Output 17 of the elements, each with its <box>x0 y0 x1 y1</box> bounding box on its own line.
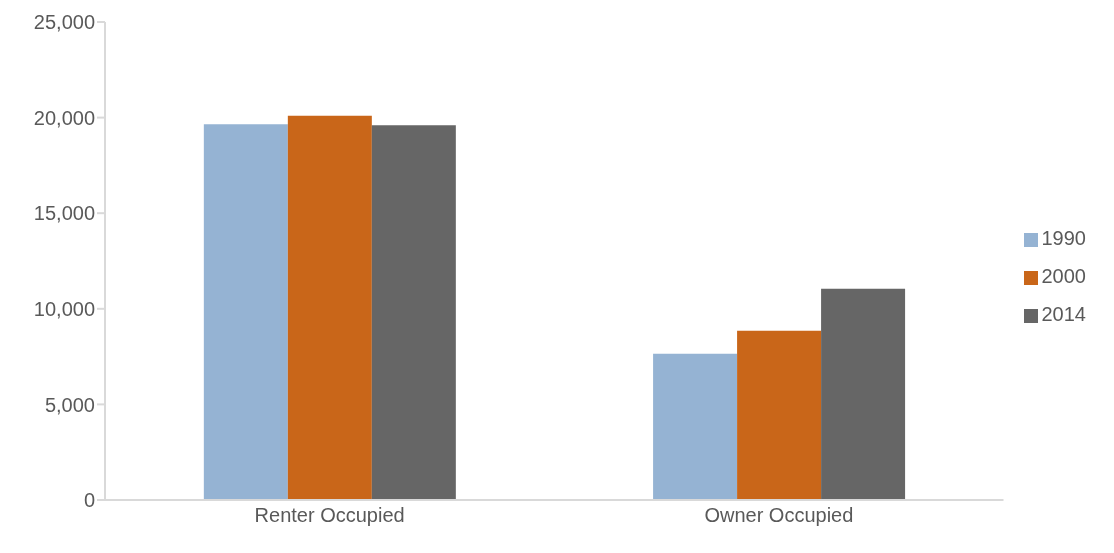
legend-label: 2014 <box>1041 302 1086 325</box>
legend-label: 1990 <box>1041 226 1086 249</box>
bar <box>653 353 738 500</box>
y-tick-label: 20,000 <box>33 106 95 129</box>
y-tick-label: 25,000 <box>33 11 95 34</box>
x-tick-label: Owner Occupied <box>704 504 854 527</box>
legend-label: 2000 <box>1041 264 1086 287</box>
y-tick-label: 15,000 <box>33 202 95 225</box>
y-tick-label: 5,000 <box>44 393 95 416</box>
y-tick-label: 0 <box>83 489 95 512</box>
bar <box>737 330 822 500</box>
y-tick-label: 10,000 <box>33 297 95 320</box>
bar <box>203 124 288 500</box>
bar <box>287 115 372 500</box>
x-tick-label: Renter Occupied <box>254 504 405 527</box>
bar <box>821 288 906 500</box>
bar <box>371 125 456 500</box>
